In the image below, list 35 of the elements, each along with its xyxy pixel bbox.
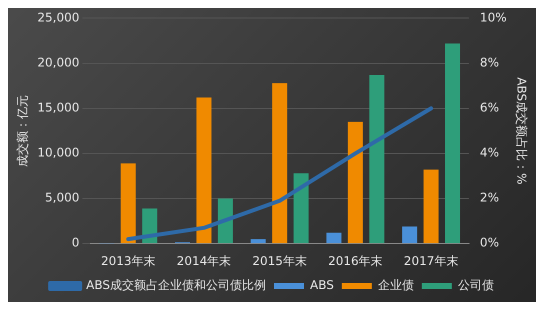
- legend-label: ABS成交额占企业债和公司债比例: [86, 278, 266, 292]
- y-axis-title: 成交额：亿元: [15, 94, 30, 167]
- y-tick-label: 15,000: [37, 100, 80, 114]
- x-tick-label: 2017年末: [404, 254, 458, 268]
- y-tick-label: 25,000: [37, 10, 80, 24]
- bar: [250, 239, 266, 244]
- y2-tick-label: 0%: [480, 236, 499, 250]
- bar: [196, 98, 212, 244]
- bar: [120, 163, 136, 244]
- x-tick-label: 2013年末: [100, 254, 156, 268]
- bar: [402, 226, 418, 244]
- bar: [369, 75, 384, 244]
- bar: [424, 170, 439, 244]
- bar: [445, 43, 460, 244]
- y2-tick-label: 6%: [480, 100, 499, 114]
- bar: [294, 173, 309, 244]
- bar: [218, 198, 233, 244]
- x-tick-label: 2015年末: [252, 254, 307, 268]
- x-tick-label: 2016年末: [328, 254, 383, 268]
- y2-tick-label: 4%: [480, 146, 499, 160]
- x-tick-label: 2014年末: [176, 254, 232, 268]
- bar: [348, 122, 363, 244]
- y2-tick-label: 8%: [480, 55, 499, 70]
- legend-label: 公司债: [458, 278, 494, 292]
- y-tick-label: 20,000: [37, 55, 80, 70]
- y-tick-label: 10,000: [37, 146, 80, 160]
- y-tick-label: 5,000: [45, 190, 80, 205]
- bar: [326, 232, 342, 244]
- y2-tick-label: 10%: [480, 10, 507, 24]
- bar: [272, 83, 288, 244]
- legend-label: 企业债: [378, 278, 414, 292]
- y2-tick-label: 2%: [480, 190, 499, 205]
- y2-axis-title: ABS成交额占比：%: [514, 77, 529, 185]
- legend-label: ABS: [310, 278, 334, 292]
- y-tick-label: 0: [72, 236, 80, 250]
